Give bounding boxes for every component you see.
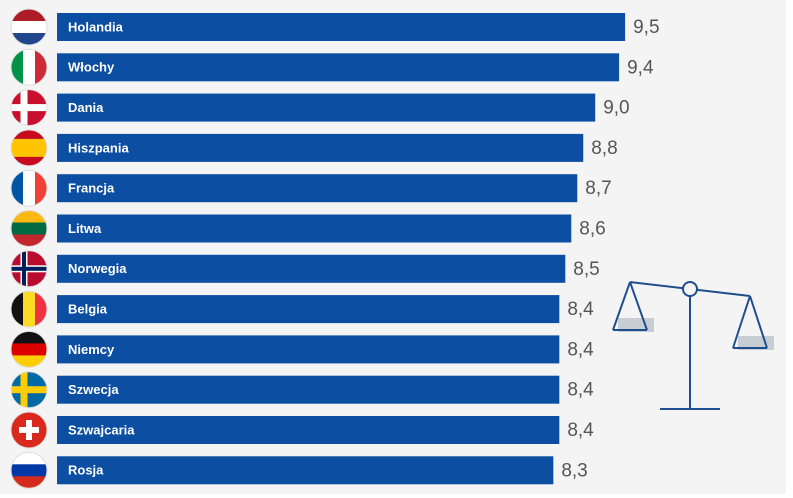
value-label: 9,0 (603, 98, 629, 119)
flag-stripe (11, 156, 47, 166)
flag (11, 331, 47, 368)
value-label: 8,3 (561, 460, 587, 481)
value-label: 9,5 (633, 17, 659, 38)
value-label: 8,8 (591, 138, 617, 159)
flag-stripe (11, 464, 47, 477)
flag-stripe (11, 291, 24, 328)
flag-stripe (11, 129, 47, 140)
flag-border (10, 89, 48, 127)
category-label: Dania (68, 100, 104, 115)
flag (11, 89, 47, 126)
flag-border (10, 371, 48, 409)
value-label: 8,4 (567, 339, 594, 360)
bar (57, 53, 620, 82)
flag (11, 210, 47, 247)
flag-stripe (11, 343, 47, 356)
category-label: Włochy (68, 60, 115, 75)
flag (11, 412, 47, 448)
flag (11, 371, 47, 408)
flag-border (10, 169, 48, 207)
flag-stripe (23, 291, 36, 328)
value-label: 8,7 (585, 178, 611, 199)
flag-cross (11, 104, 47, 112)
bar (57, 456, 554, 485)
flag-cross (11, 386, 47, 394)
flag-stripe (11, 170, 24, 207)
flag-border (10, 250, 48, 288)
bar (57, 295, 560, 324)
flag-cross (19, 427, 39, 433)
flag (11, 250, 47, 287)
flag-stripe (11, 138, 47, 149)
flag-stripe (23, 170, 36, 207)
flag (11, 9, 47, 45)
flag-border (10, 48, 48, 86)
flag-stripe (11, 234, 47, 247)
flag-stripe (11, 147, 47, 158)
flag-stripe (11, 331, 47, 344)
flag-stripe (11, 210, 47, 223)
flag-border (10, 129, 48, 167)
flag (11, 452, 47, 489)
flag (11, 170, 47, 207)
flag-border (10, 330, 48, 368)
category-label: Rosja (68, 463, 104, 478)
flag-stripe (35, 170, 47, 207)
value-label: 8,6 (579, 219, 605, 240)
flag-stripe (11, 355, 47, 368)
flag (11, 49, 47, 86)
category-label: Litwa (68, 221, 102, 236)
category-label: Szwajcaria (68, 422, 135, 437)
flag-stripe (11, 452, 47, 465)
bar (57, 174, 578, 203)
value-label: 8,4 (567, 380, 594, 401)
bar (57, 133, 584, 162)
flag-stripe (35, 49, 47, 86)
category-label: Holandia (68, 19, 124, 34)
flag-border (10, 210, 48, 247)
flag-border (10, 8, 48, 46)
flag-stripe (11, 49, 24, 86)
flag (11, 291, 47, 328)
bar (57, 416, 560, 444)
bar (57, 13, 626, 41)
category-label: Belgia (68, 302, 108, 317)
flag-stripe (11, 222, 47, 235)
flag-stripe (23, 49, 36, 86)
category-label: Norwegia (68, 261, 127, 276)
bar (57, 254, 566, 283)
bar (57, 375, 560, 404)
bar (57, 335, 560, 364)
category-label: Szwecja (68, 382, 119, 397)
flag-stripe (11, 33, 47, 45)
flag-border (10, 451, 48, 489)
flag-stripe (11, 476, 47, 489)
bar (57, 214, 572, 243)
value-label: 8,4 (567, 420, 594, 441)
flag-stripe (11, 9, 47, 22)
category-label: Hiszpania (68, 140, 129, 155)
value-label: 9,4 (627, 57, 654, 78)
flag (11, 129, 47, 166)
flag-stripe (11, 21, 47, 34)
flag-border (10, 290, 48, 328)
category-label: Niemcy (68, 342, 115, 357)
flag-stripe (35, 291, 47, 328)
value-label: 8,5 (573, 259, 599, 280)
flag-cross (11, 266, 47, 271)
flag-border (10, 411, 48, 449)
scale-icon (612, 281, 774, 410)
bar (57, 93, 596, 122)
value-label: 8,4 (567, 299, 594, 320)
category-label: Francja (68, 181, 115, 196)
